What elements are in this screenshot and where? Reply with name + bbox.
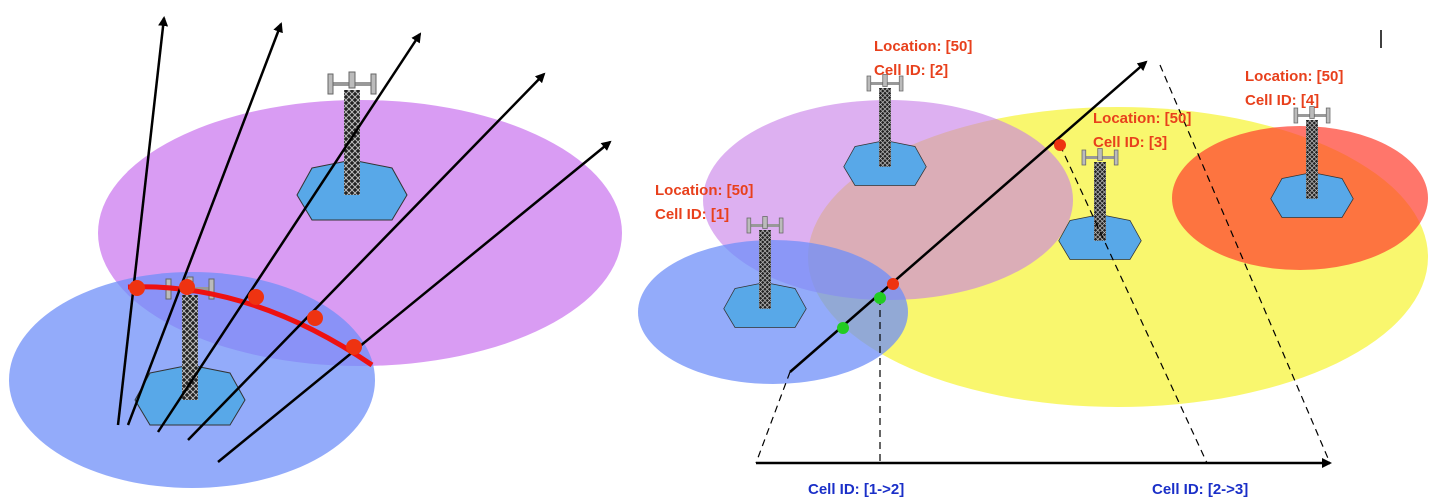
paths xyxy=(116,16,612,463)
cell-label: Cell ID: [2] xyxy=(874,62,948,79)
right-scene: Location: [50] Cell ID: [1] Location: [5… xyxy=(638,30,1428,498)
cell-label: Cell ID: [1] xyxy=(655,206,729,223)
location-label: Location: [50] xyxy=(1245,68,1343,85)
cell-label: Cell ID: [3] xyxy=(1093,134,1167,151)
location-label: Location: [50] xyxy=(1093,110,1191,127)
cell-label: Cell ID: [4] xyxy=(1245,92,1319,109)
left-scene xyxy=(9,16,622,488)
projections xyxy=(755,64,1331,464)
handover-points xyxy=(129,279,362,355)
handover-points xyxy=(837,139,1066,334)
location-label: Location: [50] xyxy=(874,38,972,55)
boundary xyxy=(127,284,374,368)
transition-label: Cell ID: [1->2] xyxy=(808,481,904,498)
path xyxy=(789,60,1148,373)
transition-label: Cell ID: [2->3] xyxy=(1152,481,1248,498)
location-label: Location: [50] xyxy=(655,182,753,199)
